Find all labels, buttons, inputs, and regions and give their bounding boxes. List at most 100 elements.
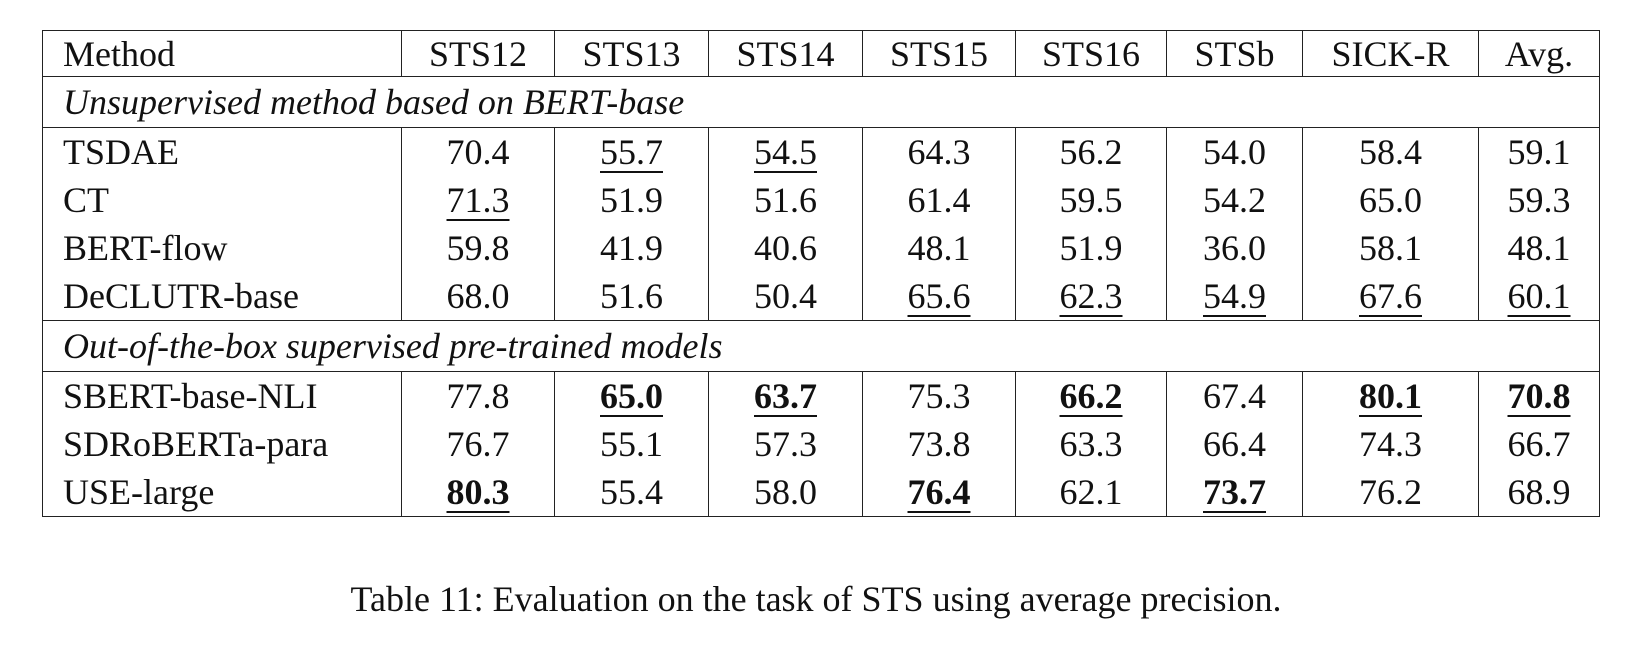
method-cell: DeCLUTR-base bbox=[42, 272, 402, 321]
score-cell: 61.4 bbox=[862, 176, 1016, 224]
score-text: 67.4 bbox=[1203, 376, 1266, 416]
score-cell: 59.1 bbox=[1478, 127, 1600, 176]
score-cell: 55.4 bbox=[554, 468, 709, 517]
score-text: 55.1 bbox=[600, 424, 663, 464]
score-cell: 62.1 bbox=[1015, 468, 1167, 517]
score-cell: 58.1 bbox=[1302, 224, 1479, 272]
score-text: 55.4 bbox=[600, 472, 663, 512]
caption: Table 11: Evaluation on the task of STS … bbox=[350, 579, 1282, 619]
score-text: 80.1 bbox=[1359, 376, 1422, 416]
score-cell: 59.5 bbox=[1015, 176, 1167, 224]
section-row: Unsupervised method based on BERT-base bbox=[42, 76, 1600, 128]
score-text: 62.1 bbox=[1059, 472, 1123, 512]
score-text: 57.3 bbox=[754, 424, 817, 464]
header-cell: STS12 bbox=[401, 30, 555, 77]
score-cell: 57.3 bbox=[708, 420, 863, 468]
score-cell: 76.2 bbox=[1302, 468, 1479, 517]
score-cell: 55.7 bbox=[554, 127, 709, 176]
method-cell: BERT-flow bbox=[42, 224, 402, 272]
section-label: Out-of-the-box supervised pre-trained mo… bbox=[42, 320, 1600, 372]
score-cell: 68.9 bbox=[1478, 468, 1600, 517]
score-text: 76.2 bbox=[1359, 472, 1422, 512]
score-cell: 62.3 bbox=[1015, 272, 1167, 321]
score-text: 60.1 bbox=[1507, 276, 1571, 316]
score-text: 75.3 bbox=[907, 376, 971, 416]
score-text: 55.7 bbox=[600, 132, 663, 172]
score-text: 68.0 bbox=[446, 276, 510, 316]
data-row: USE-large 80.3 55.4 58.0 76.4 62.1 73.7 76.2 68.… bbox=[42, 468, 1600, 517]
score-cell: 41.9 bbox=[554, 224, 709, 272]
score-text: 77.8 bbox=[446, 376, 510, 416]
score-cell: 68.0 bbox=[401, 272, 555, 321]
score-cell: 58.4 bbox=[1302, 127, 1479, 176]
score-cell: 67.6 bbox=[1302, 272, 1479, 321]
header-cell: STSb bbox=[1166, 30, 1303, 77]
score-cell: 74.3 bbox=[1302, 420, 1479, 468]
score-text: 70.4 bbox=[446, 132, 510, 172]
score-text: 59.3 bbox=[1507, 180, 1571, 220]
header-row: Method STS12 STS13 STS14 STS15 STS16 STSb SICK-… bbox=[42, 30, 1600, 77]
method-cell: TSDAE bbox=[42, 127, 402, 176]
score-text: 67.6 bbox=[1359, 276, 1422, 316]
score-text: 71.3 bbox=[446, 180, 510, 220]
score-text: 66.4 bbox=[1203, 424, 1266, 464]
header-cell: Avg. bbox=[1478, 30, 1600, 77]
score-text: 63.7 bbox=[754, 376, 817, 416]
score-cell: 77.8 bbox=[401, 371, 555, 420]
score-cell: 48.1 bbox=[862, 224, 1016, 272]
header-cell: STS14 bbox=[708, 30, 863, 77]
score-text: 58.0 bbox=[754, 472, 817, 512]
score-text: 41.9 bbox=[600, 228, 663, 268]
score-cell: 51.6 bbox=[708, 176, 863, 224]
score-text: 59.1 bbox=[1507, 132, 1571, 172]
score-text: 59.5 bbox=[1059, 180, 1123, 220]
score-text: 63.3 bbox=[1059, 424, 1123, 464]
score-text: 51.6 bbox=[754, 180, 817, 220]
score-cell: 36.0 bbox=[1166, 224, 1303, 272]
score-text: 48.1 bbox=[907, 228, 971, 268]
method-cell: CT bbox=[42, 176, 402, 224]
score-cell: 71.3 bbox=[401, 176, 555, 224]
data-row: DeCLUTR-base 68.0 51.6 50.4 65.6 62.3 54.9 67.6… bbox=[42, 272, 1600, 321]
score-cell: 66.2 bbox=[1015, 371, 1167, 420]
score-text: 66.7 bbox=[1507, 424, 1571, 464]
score-text: 54.2 bbox=[1203, 180, 1266, 220]
header-cell: STS16 bbox=[1015, 30, 1167, 77]
score-text: 40.6 bbox=[754, 228, 817, 268]
score-text: 51.9 bbox=[600, 180, 663, 220]
score-text: 62.3 bbox=[1059, 276, 1123, 316]
method-cell: SDRoBERTa-para bbox=[42, 420, 402, 468]
score-cell: 40.6 bbox=[708, 224, 863, 272]
score-text: 54.9 bbox=[1203, 276, 1266, 316]
score-cell: 65.6 bbox=[862, 272, 1016, 321]
data-row: SDRoBERTa-para 76.7 55.1 57.3 73.8 63.3 66.4 74… bbox=[42, 420, 1600, 468]
score-cell: 65.0 bbox=[1302, 176, 1479, 224]
score-text: 56.2 bbox=[1059, 132, 1123, 172]
data-row: SBERT-base-NLI 77.8 65.0 63.7 75.3 66.2 67.4 80… bbox=[42, 371, 1600, 420]
method-cell: SBERT-base-NLI bbox=[42, 371, 402, 420]
data-row: CT 71.3 51.9 51.6 61.4 59.5 54.2 65.0 59.3 bbox=[42, 176, 1600, 224]
score-cell: 75.3 bbox=[862, 371, 1016, 420]
score-text: 65.6 bbox=[907, 276, 971, 316]
score-text: 65.0 bbox=[600, 376, 663, 416]
score-cell: 51.9 bbox=[554, 176, 709, 224]
score-cell: 63.3 bbox=[1015, 420, 1167, 468]
score-cell: 51.9 bbox=[1015, 224, 1167, 272]
score-text: 73.7 bbox=[1203, 472, 1266, 512]
score-text: 66.2 bbox=[1059, 376, 1123, 416]
score-cell: 54.9 bbox=[1166, 272, 1303, 321]
score-text: 36.0 bbox=[1203, 228, 1266, 268]
score-text: 59.8 bbox=[446, 228, 510, 268]
data-row: BERT-flow 59.8 41.9 40.6 48.1 51.9 36.0 58.1 48.… bbox=[42, 224, 1600, 272]
score-text: 51.6 bbox=[600, 276, 663, 316]
score-cell: 50.4 bbox=[708, 272, 863, 321]
score-text: 65.0 bbox=[1359, 180, 1422, 220]
score-text: 58.4 bbox=[1359, 132, 1422, 172]
score-cell: 60.1 bbox=[1478, 272, 1600, 321]
score-cell: 54.0 bbox=[1166, 127, 1303, 176]
section-label: Unsupervised method based on BERT-base bbox=[42, 76, 1600, 128]
score-text: 68.9 bbox=[1507, 472, 1571, 512]
score-text: 76.4 bbox=[907, 472, 971, 512]
score-text: 54.5 bbox=[754, 132, 817, 172]
